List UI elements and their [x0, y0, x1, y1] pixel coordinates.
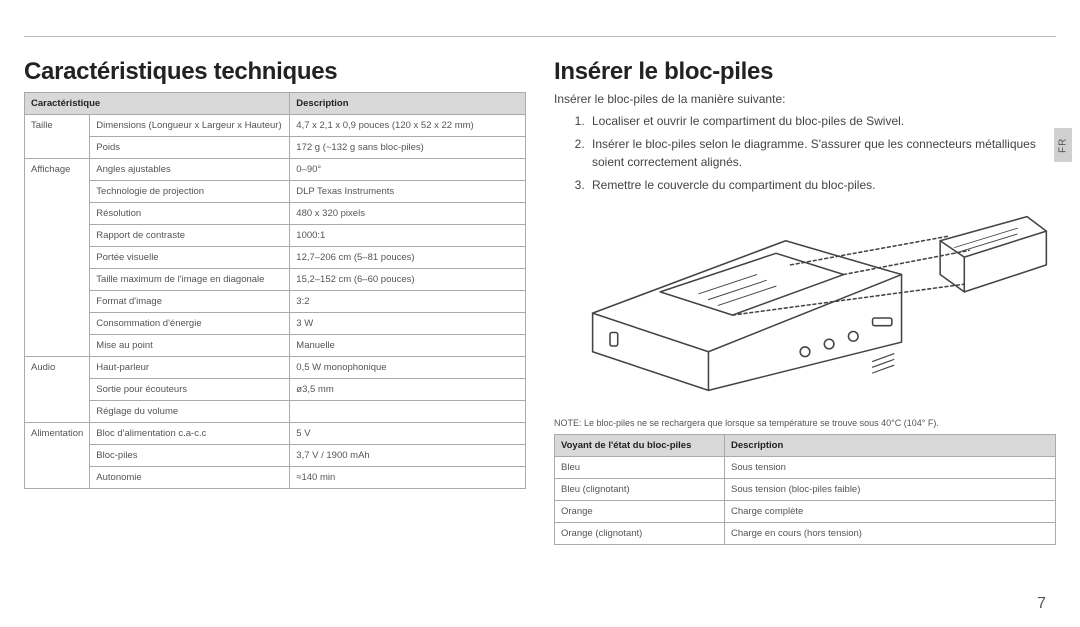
right-column: Insérer le bloc-piles Insérer le bloc-pi…: [554, 58, 1056, 545]
specs-table: Caractéristique Description TailleDimens…: [24, 92, 526, 489]
list-item: Remettre le couvercle du compartiment du…: [588, 176, 1056, 195]
spec-value-cell: ≈140 min: [290, 467, 526, 489]
language-tab: FR: [1054, 128, 1072, 162]
spec-attr-cell: Technologie de projection: [90, 181, 290, 203]
table-row: Sortie pour écouteursø3,5 mm: [25, 379, 526, 401]
spec-attr-cell: Portée visuelle: [90, 247, 290, 269]
spec-value-cell: [290, 401, 526, 423]
spec-value-cell: 12,7–206 cm (5–81 pouces): [290, 247, 526, 269]
spec-value-cell: 3 W: [290, 313, 526, 335]
two-column-layout: Caractéristiques techniques Caractéristi…: [24, 58, 1056, 545]
table-row: BleuSous tension: [555, 457, 1056, 479]
spec-attr-cell: Taille maximum de l'image en diagonale: [90, 269, 290, 291]
th-description: Description: [290, 93, 526, 115]
spec-value-cell: 172 g (~132 g sans bloc-piles): [290, 137, 526, 159]
list-item: Localiser et ouvrir le compartiment du b…: [588, 112, 1056, 131]
spec-category-cell: Audio: [25, 357, 90, 423]
status-led-cell: Bleu (clignotant): [555, 479, 725, 501]
insert-intro: Insérer le bloc-piles de la manière suiv…: [554, 92, 1056, 106]
spec-attr-cell: Consommation d'énergie: [90, 313, 290, 335]
table-row: Autonomie≈140 min: [25, 467, 526, 489]
table-row: AudioHaut-parleur0,5 W monophonique: [25, 357, 526, 379]
table-row: Orange (clignotant)Charge en cours (hors…: [555, 523, 1056, 545]
spec-value-cell: ø3,5 mm: [290, 379, 526, 401]
spec-value-cell: 0–90°: [290, 159, 526, 181]
spec-attr-cell: Angles ajustables: [90, 159, 290, 181]
spec-attr-cell: Format d'image: [90, 291, 290, 313]
status-desc-cell: Charge complète: [725, 501, 1056, 523]
table-row: AlimentationBloc d'alimentation c.a-c.c5…: [25, 423, 526, 445]
table-row: Bleu (clignotant)Sous tension (bloc-pile…: [555, 479, 1056, 501]
spec-attr-cell: Réglage du volume: [90, 401, 290, 423]
table-header-row: Caractéristique Description: [25, 93, 526, 115]
list-item: Insérer le bloc-piles selon le diagramme…: [588, 135, 1056, 172]
table-row: AffichageAngles ajustables0–90°: [25, 159, 526, 181]
spec-attr-cell: Rapport de contraste: [90, 225, 290, 247]
specs-heading: Caractéristiques techniques: [24, 58, 526, 86]
spec-attr-cell: Mise au point: [90, 335, 290, 357]
table-row: Consommation d'énergie3 W: [25, 313, 526, 335]
left-column: Caractéristiques techniques Caractéristi…: [24, 58, 526, 545]
status-table: Voyant de l'état du bloc-piles Descripti…: [554, 434, 1056, 545]
battery-note: NOTE: Le bloc-piles ne se rechargera que…: [554, 418, 1056, 428]
spec-category-cell: Affichage: [25, 159, 90, 357]
status-desc-cell: Sous tension: [725, 457, 1056, 479]
table-row: Mise au pointManuelle: [25, 335, 526, 357]
page-number: 7: [1037, 595, 1046, 613]
status-desc-cell: Charge en cours (hors tension): [725, 523, 1056, 545]
table-row: Réglage du volume: [25, 401, 526, 423]
th-caracteristique: Caractéristique: [25, 93, 290, 115]
table-row: TailleDimensions (Longueur x Largeur x H…: [25, 115, 526, 137]
spec-attr-cell: Résolution: [90, 203, 290, 225]
steps-list: Localiser et ouvrir le compartiment du b…: [554, 112, 1056, 194]
table-header-row: Voyant de l'état du bloc-piles Descripti…: [555, 435, 1056, 457]
manual-page: FR Caractéristiques techniques Caractéri…: [0, 0, 1080, 627]
status-led-cell: Bleu: [555, 457, 725, 479]
spec-value-cell: 0,5 W monophonique: [290, 357, 526, 379]
spec-value-cell: 4,7 x 2,1 x 0,9 pouces (120 x 52 x 22 mm…: [290, 115, 526, 137]
table-row: Portée visuelle12,7–206 cm (5–81 pouces): [25, 247, 526, 269]
status-led-cell: Orange (clignotant): [555, 523, 725, 545]
spec-attr-cell: Sortie pour écouteurs: [90, 379, 290, 401]
spec-category-cell: Taille: [25, 115, 90, 159]
spec-attr-cell: Autonomie: [90, 467, 290, 489]
spec-value-cell: 5 V: [290, 423, 526, 445]
table-row: Format d'image3:2: [25, 291, 526, 313]
status-led-cell: Orange: [555, 501, 725, 523]
table-row: Bloc-piles3,7 V / 1900 mAh: [25, 445, 526, 467]
table-row: Taille maximum de l'image en diagonale15…: [25, 269, 526, 291]
spec-value-cell: 3:2: [290, 291, 526, 313]
table-row: Résolution480 x 320 pixels: [25, 203, 526, 225]
spec-attr-cell: Haut-parleur: [90, 357, 290, 379]
top-rule: [24, 36, 1056, 37]
spec-attr-cell: Bloc d'alimentation c.a-c.c: [90, 423, 290, 445]
table-row: OrangeCharge complète: [555, 501, 1056, 523]
table-row: Poids172 g (~132 g sans bloc-piles): [25, 137, 526, 159]
battery-insert-diagram: [554, 206, 1056, 401]
spec-value-cell: 480 x 320 pixels: [290, 203, 526, 225]
spec-value-cell: 3,7 V / 1900 mAh: [290, 445, 526, 467]
spec-value-cell: DLP Texas Instruments: [290, 181, 526, 203]
status-desc-cell: Sous tension (bloc-piles faible): [725, 479, 1056, 501]
spec-attr-cell: Poids: [90, 137, 290, 159]
spec-attr-cell: Bloc-piles: [90, 445, 290, 467]
spec-value-cell: 1000:1: [290, 225, 526, 247]
th-status-led: Voyant de l'état du bloc-piles: [555, 435, 725, 457]
spec-value-cell: Manuelle: [290, 335, 526, 357]
insert-heading: Insérer le bloc-piles: [554, 58, 1056, 86]
spec-attr-cell: Dimensions (Longueur x Largeur x Hauteur…: [90, 115, 290, 137]
spec-value-cell: 15,2–152 cm (6–60 pouces): [290, 269, 526, 291]
table-row: Rapport de contraste1000:1: [25, 225, 526, 247]
th-status-desc: Description: [725, 435, 1056, 457]
spec-category-cell: Alimentation: [25, 423, 90, 489]
table-row: Technologie de projectionDLP Texas Instr…: [25, 181, 526, 203]
